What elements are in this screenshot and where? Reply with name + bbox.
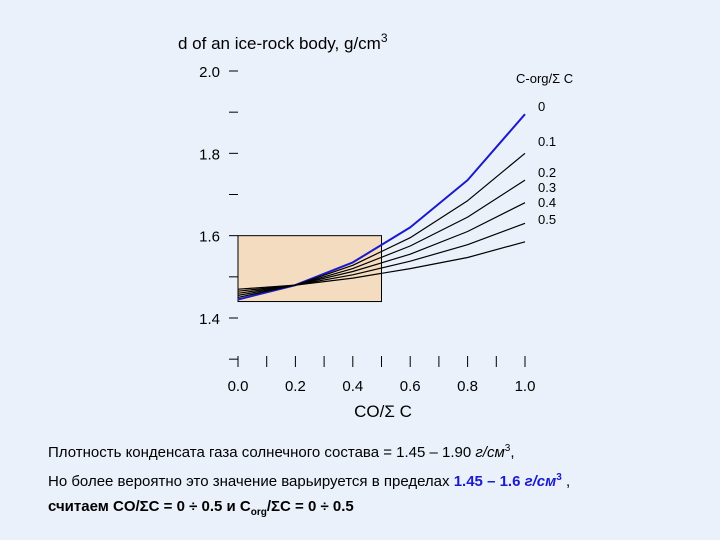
series-label: 0.2 xyxy=(538,165,556,180)
series-line-0.5 xyxy=(237,241,526,290)
chart-title: d of an ice-rock body, g/cm3 xyxy=(178,31,388,53)
x-tick-label: 0.4 xyxy=(342,378,363,395)
x-tick-label: 0.8 xyxy=(457,378,478,395)
y-tick-label: 1.6 xyxy=(199,229,220,246)
series-label: 0 xyxy=(538,99,545,114)
y-tick-label: 1.4 xyxy=(199,311,220,328)
caption-line-2-text: Но более вероятно это значение варьирует… xyxy=(48,473,454,490)
series-label: 0.4 xyxy=(538,195,556,210)
y-tick-label: 1.8 xyxy=(199,146,220,163)
caption-line-3: считаем CO/ΣC = 0 ÷ 0.5 и Corg/ΣC = 0 ÷ … xyxy=(48,494,708,525)
chart: d of an ice-rock body, g/cm3 C-org/Σ C C… xyxy=(178,31,573,421)
caption-line-1-end: , xyxy=(510,444,515,461)
y-tick-label: 2.0 xyxy=(199,64,220,81)
caption-line-2-unit: г/см xyxy=(524,473,557,490)
x-axis-label: CO/Σ C xyxy=(354,402,412,421)
caption-line-2-highlight: 1.45 – 1.6 xyxy=(453,473,525,490)
legend-title: C-org/Σ C xyxy=(516,71,573,86)
x-tick-label: 1.0 xyxy=(515,378,536,395)
caption-line-2-sup: 3 xyxy=(556,472,562,483)
x-tick-label: 0.0 xyxy=(228,378,249,395)
caption-line-2-end: , xyxy=(561,473,571,490)
caption-line-2: Но более вероятно это значение варьирует… xyxy=(48,465,708,494)
caption: Плотность конденсата газа солнечного сос… xyxy=(48,436,708,525)
series-label: 0.1 xyxy=(538,134,556,149)
caption-line-1: Плотность конденсата газа солнечного сос… xyxy=(48,436,708,465)
x-tick-label: 0.2 xyxy=(285,378,306,395)
caption-line-3-b: /ΣC = 0 ÷ 0.5 xyxy=(266,498,354,515)
series-label: 0.5 xyxy=(538,212,556,227)
caption-line-1-text: Плотность конденсата газа солнечного сос… xyxy=(48,444,476,461)
series-label: 0.3 xyxy=(538,180,556,195)
plot-area: 1.41.61.82.00.0 0.2 0.4 0.6 0.8 1.000.10.20.3… xyxy=(199,64,556,395)
caption-line-3-a: считаем CO/ΣC = 0 ÷ 0.5 и C xyxy=(48,498,251,515)
caption-line-1-sup: 3 xyxy=(504,443,511,454)
caption-line-3-sub: org xyxy=(250,507,267,518)
x-tick-label: 0.6 xyxy=(400,378,421,395)
caption-line-1-unit: г/см xyxy=(475,444,505,461)
